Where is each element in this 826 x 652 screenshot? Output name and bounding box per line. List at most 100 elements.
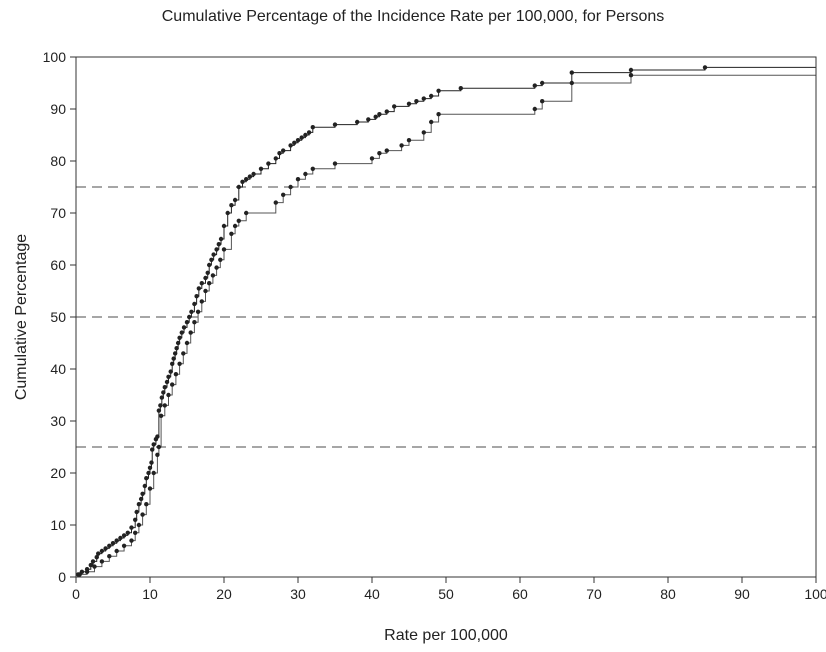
x-axis: 0 10 20 30 40 50 60 70 80 90 100 [72,577,826,602]
series-1 [76,65,816,577]
data-point [181,325,187,330]
data-point [114,548,119,554]
data-point [114,538,119,543]
data-point [94,555,99,560]
data-point [207,281,212,286]
data-point [266,161,271,166]
data-point [77,572,82,577]
data-point [133,530,138,535]
data-point [429,93,434,99]
data-point [134,509,139,515]
data-point [216,242,222,247]
data-point [244,177,249,182]
data-point [436,112,441,117]
data-point [147,465,153,470]
y-tick-label: 10 [50,517,66,533]
data-point [159,395,165,400]
data-point [421,96,426,101]
data-point [244,210,249,216]
data-point [194,294,199,299]
x-axis-label: Rate per 100,000 [384,627,508,644]
data-point [281,148,286,153]
data-point [136,522,142,528]
data-point [458,86,463,91]
data-point [199,281,204,286]
data-point [195,309,201,314]
data-point [156,444,162,450]
data-point [168,369,173,374]
y-tick-label: 80 [50,153,66,169]
data-point [540,99,545,104]
data-point [164,379,170,385]
reference-lines [76,186,816,448]
y-tick-label: 100 [43,49,67,65]
y-tick-label: 20 [50,465,66,481]
data-point [129,538,134,543]
data-point [92,564,97,569]
data-point [96,551,101,556]
data-point [175,340,181,346]
data-point [184,320,190,325]
data-point [151,470,156,476]
series-line [79,74,816,575]
x-tick-label: 80 [660,586,676,602]
data-point [218,257,223,262]
data-point [373,114,378,120]
y-tick-label: 40 [50,361,66,377]
data-point [207,262,212,268]
data-point [158,403,163,408]
data-point [166,392,171,398]
data-point [225,210,230,216]
data-point [118,535,123,541]
data-point [99,548,105,554]
x-tick-label: 90 [734,586,750,602]
data-point [299,135,304,140]
data-point [161,390,166,395]
data-point [149,460,154,465]
data-point [177,335,182,340]
data-point [251,171,256,177]
data-point [177,361,182,366]
data-point [406,101,412,107]
data-point [258,166,264,171]
data-point [569,80,574,86]
data-point [214,265,219,270]
data-point [232,197,238,203]
data-point [218,236,224,242]
data-point [203,275,208,281]
data-point [136,502,142,507]
series-line [78,66,816,575]
data-point [414,99,419,104]
data-point [306,130,312,135]
data-point [146,470,151,476]
data-point [144,476,149,481]
data-point [172,351,178,356]
data-point [84,569,90,574]
data-point [288,184,293,190]
data-point [332,122,338,127]
data-point [125,530,130,535]
data-point [170,382,175,387]
data-point [147,486,153,491]
x-tick-label: 100 [804,586,826,602]
data-point [192,320,197,325]
data-point [421,130,426,135]
data-point [406,138,412,143]
data-point [702,65,708,70]
data-point [140,512,145,517]
x-tick-label: 70 [586,586,602,602]
data-point [155,434,160,439]
x-tick-label: 40 [364,586,380,602]
data-point [221,223,227,229]
x-tick-label: 30 [290,586,306,602]
data-point [288,143,293,148]
data-point [199,299,204,304]
data-point [174,346,179,351]
data-point [170,361,175,366]
data-point [155,452,160,457]
data-point [181,351,186,356]
data-point [303,132,308,138]
data-point [232,223,238,229]
data-point [429,119,434,125]
